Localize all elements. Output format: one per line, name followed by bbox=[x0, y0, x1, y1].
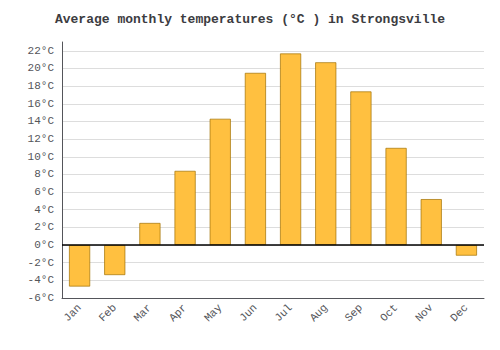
svg-text:16°C: 16°C bbox=[28, 98, 55, 110]
svg-text:Nov: Nov bbox=[413, 301, 436, 324]
svg-text:May: May bbox=[202, 301, 225, 324]
svg-text:Dec: Dec bbox=[448, 302, 470, 324]
svg-text:18°C: 18°C bbox=[28, 80, 55, 92]
svg-text:-4°C: -4°C bbox=[28, 274, 55, 286]
svg-text:0°C: 0°C bbox=[34, 239, 54, 251]
svg-text:10°C: 10°C bbox=[28, 151, 55, 163]
svg-text:Average monthly temperatures (: Average monthly temperatures (°C ) in St… bbox=[55, 12, 445, 27]
svg-text:Oct: Oct bbox=[378, 302, 400, 324]
svg-text:6°C: 6°C bbox=[34, 186, 54, 198]
svg-text:-6°C: -6°C bbox=[28, 292, 55, 304]
svg-text:Jan: Jan bbox=[61, 302, 83, 324]
svg-text:20°C: 20°C bbox=[28, 62, 55, 74]
svg-text:4°C: 4°C bbox=[34, 204, 54, 216]
svg-text:22°C: 22°C bbox=[28, 45, 55, 57]
svg-text:-2°C: -2°C bbox=[28, 257, 55, 269]
svg-text:Jun: Jun bbox=[237, 302, 259, 324]
svg-text:Feb: Feb bbox=[97, 302, 119, 324]
svg-text:8°C: 8°C bbox=[34, 168, 54, 180]
svg-text:Apr: Apr bbox=[167, 302, 189, 324]
svg-text:2°C: 2°C bbox=[34, 221, 54, 233]
svg-text:Sep: Sep bbox=[343, 302, 365, 324]
svg-text:12°C: 12°C bbox=[28, 133, 55, 145]
svg-text:Mar: Mar bbox=[132, 302, 154, 324]
svg-text:Jul: Jul bbox=[272, 302, 294, 324]
svg-text:14°C: 14°C bbox=[28, 115, 55, 127]
svg-text:Aug: Aug bbox=[308, 302, 330, 324]
